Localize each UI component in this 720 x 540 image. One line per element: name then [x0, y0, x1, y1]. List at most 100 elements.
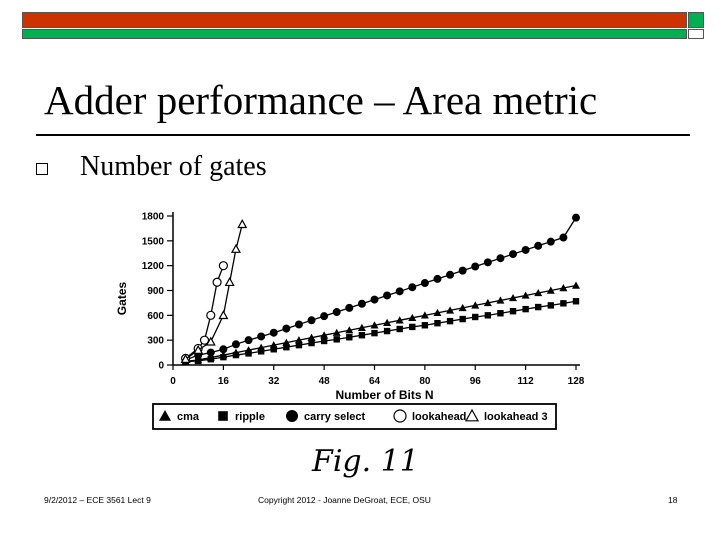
data-point-cma [332, 328, 341, 336]
y-tick-label: 300 [147, 336, 164, 347]
x-tick-label: 48 [319, 376, 331, 387]
data-point-carry-select [395, 287, 404, 296]
x-tick-label: 32 [268, 376, 280, 387]
data-point-cma [383, 318, 392, 326]
y-tick-label: 900 [147, 286, 164, 297]
legend-marker-lookahead [393, 409, 407, 423]
data-point-cma [483, 298, 492, 307]
data-point-carry-select [357, 299, 366, 308]
x-tick-label: 16 [218, 376, 230, 387]
x-axis-label: Number of Bits N [335, 388, 433, 402]
data-point-ripple [358, 332, 366, 339]
data-point-carry-select [219, 345, 228, 354]
data-point-cma [357, 323, 366, 331]
data-point-lookahead-3 [205, 336, 216, 346]
data-point-carry-select [307, 316, 316, 325]
data-point-carry-select [231, 340, 240, 349]
chart-legend: cma ripple carry select lookahead lookahead … [152, 403, 557, 430]
data-point-carry-select [332, 308, 341, 317]
x-tick-label: 128 [568, 376, 585, 387]
data-point-carry-select [483, 258, 492, 267]
data-point-carry-select [496, 254, 505, 263]
series-lookahead-3 [180, 219, 248, 364]
data-point-cma [395, 316, 404, 324]
y-axis-label: Gates [115, 282, 129, 316]
data-point-carry-select [206, 348, 215, 357]
data-point-ripple [522, 305, 529, 313]
title-divider [36, 134, 690, 136]
data-point-lookahead-3 [224, 276, 235, 287]
data-point-ripple [308, 339, 315, 347]
data-point-carry-select [509, 250, 518, 259]
data-point-cma [509, 293, 518, 302]
legend-marker-cma [159, 410, 171, 421]
series-ripple [182, 298, 580, 365]
y-tick-label: 1500 [142, 236, 165, 247]
data-point-cma [458, 303, 467, 312]
data-point-ripple [572, 298, 580, 305]
x-tick-label: 64 [369, 376, 381, 387]
legend-marker-ripple [218, 411, 228, 421]
top-accent-bar-secondary [22, 29, 687, 39]
data-point-lookahead [218, 261, 228, 271]
data-point-carry-select [559, 233, 568, 242]
data-point-lookahead [212, 277, 222, 287]
bullet-box-icon [36, 163, 48, 175]
data-point-ripple [535, 303, 542, 311]
data-point-cma [521, 291, 530, 299]
data-point-ripple [320, 337, 328, 345]
data-point-cma [496, 296, 505, 304]
x-tick-label: 0 [170, 376, 176, 387]
legend-label-cma: cma [177, 411, 200, 423]
y-tick-label: 1800 [142, 212, 165, 223]
data-point-carry-select [420, 279, 429, 288]
data-point-cma [408, 313, 417, 322]
data-point-carry-select [546, 237, 555, 246]
y-tick-label: 1200 [142, 261, 165, 272]
data-point-ripple [484, 312, 492, 319]
slide-title: Adder performance – Area metric [44, 77, 598, 123]
data-point-ripple [446, 317, 454, 325]
data-point-carry-select [320, 312, 329, 321]
data-point-cma [446, 306, 455, 314]
data-point-carry-select [282, 324, 291, 333]
data-point-carry-select [257, 332, 266, 341]
data-point-ripple [232, 351, 240, 359]
data-point-ripple [220, 353, 227, 361]
series-line-carry-select [185, 217, 577, 361]
footer-copyright: Copyright 2012 - Joanne DeGroat, ECE, OS… [258, 495, 431, 505]
top-accent-bar [22, 12, 687, 28]
data-point-cma [433, 308, 442, 317]
data-point-cma [320, 331, 329, 339]
x-tick-label: 96 [470, 376, 482, 387]
data-point-ripple [333, 336, 340, 343]
data-point-ripple [547, 302, 555, 309]
data-point-ripple [434, 319, 441, 327]
data-point-ripple [283, 344, 290, 351]
data-point-ripple [295, 341, 303, 349]
legend-label-ripple: ripple [235, 411, 265, 423]
data-point-lookahead [206, 310, 216, 320]
data-point-cma [345, 326, 354, 334]
data-point-cma [420, 311, 429, 319]
data-point-lookahead-3 [180, 353, 191, 364]
data-point-carry-select [345, 303, 354, 312]
data-point-lookahead [199, 335, 210, 345]
data-point-cma [370, 321, 379, 329]
legend-marker-carry-select [286, 410, 298, 422]
legend-marker-lookahead-3 [464, 408, 480, 422]
data-point-ripple [346, 334, 353, 341]
data-point-ripple [560, 300, 567, 307]
data-point-lookahead-3 [237, 219, 248, 229]
data-point-ripple [421, 322, 429, 329]
data-point-carry-select [458, 266, 467, 275]
data-point-ripple [459, 315, 466, 323]
chart-axes: 0 300 600 900 1200 1500 1800 0 16 32 48 64 80 96 112 12… [115, 212, 585, 403]
series-line-ripple [185, 300, 577, 363]
data-point-ripple [409, 323, 416, 331]
data-point-ripple [396, 325, 403, 333]
data-point-carry-select [269, 328, 278, 337]
y-tick-label: 600 [147, 311, 164, 322]
data-point-cma [546, 286, 555, 294]
